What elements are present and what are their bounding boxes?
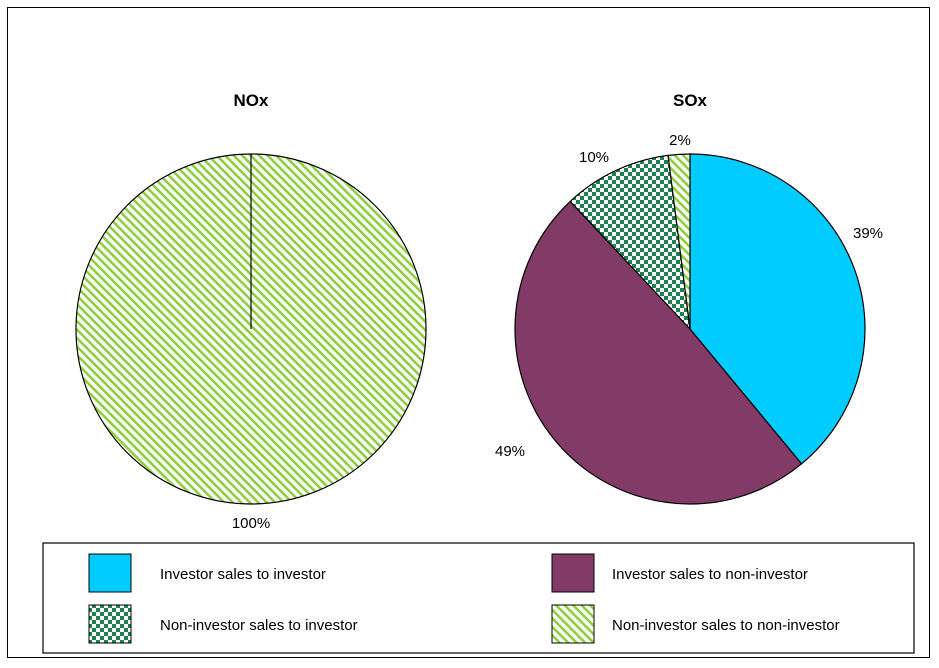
legend-label-non-investor-to-non-investor: Non-investor sales to non-investor (612, 617, 840, 634)
sox-label-investor-sales-to-non-investor: 49% (495, 443, 525, 460)
sox-label-non-investor-sales-to-investor: 10% (579, 149, 609, 166)
legend-swatch-investor-to-investor (88, 553, 132, 593)
legend-swatch-non-investor-to-non-investor (551, 604, 595, 644)
sox-pie: 39% 49% 10% 2% (495, 132, 883, 505)
legend-label-investor-to-investor: Investor sales to investor (160, 566, 326, 583)
legend-swatch-investor-to-non-investor (551, 553, 595, 593)
legend-box (42, 542, 915, 654)
legend-label-investor-to-non-investor: Investor sales to non-investor (612, 566, 808, 583)
legend: Investor sales to investor Investor sale… (42, 542, 915, 654)
legend-swatch-non-investor-to-investor (88, 604, 132, 644)
nox-pie: 100% (75, 153, 427, 532)
sox-slice-non-investor-sales-to-non-investor (667, 153, 691, 330)
nox-chart-title: NOx (234, 91, 270, 110)
nox-label-non-investor-sales-to-non-investor: 100% (232, 515, 270, 532)
sox-chart-title: SOx (673, 91, 708, 110)
legend-label-non-investor-to-investor: Non-investor sales to investor (160, 617, 358, 634)
sox-slice-investor-sales-to-non-investor (514, 200, 803, 505)
sox-label-investor-sales-to-investor: 39% (853, 225, 883, 242)
sox-slice-non-investor-sales-to-investor (569, 154, 691, 331)
sox-label-non-investor-sales-to-non-investor: 2% (669, 132, 691, 149)
sox-slice-investor-sales-to-investor (689, 153, 866, 465)
